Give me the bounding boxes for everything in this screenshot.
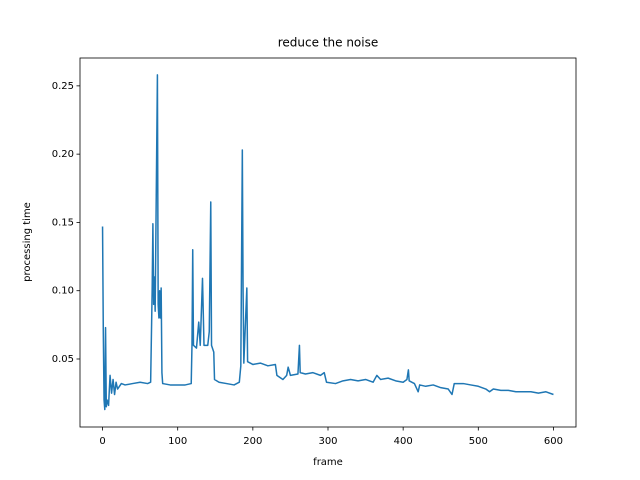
- plot-frame: [79, 57, 577, 428]
- x-axis-label: frame: [313, 457, 343, 468]
- x-tick-label: 200: [243, 436, 262, 447]
- y-tick-label: 0.10: [52, 286, 74, 297]
- y-axis-label: processing time: [22, 202, 33, 282]
- x-tick-label: 100: [168, 436, 187, 447]
- x-tick-label: 600: [544, 436, 563, 447]
- x-tick-label: 400: [394, 436, 413, 447]
- x-tick-label: 500: [469, 436, 488, 447]
- y-tick-label: 0.15: [52, 217, 74, 228]
- x-tick-label: 0: [99, 436, 105, 447]
- x-tick-label: 300: [318, 436, 337, 447]
- chart-title: reduce the noise: [278, 36, 379, 50]
- y-tick-label: 0.20: [52, 149, 74, 160]
- y-tick-label: 0.25: [52, 81, 74, 92]
- data-line: [101, 74, 554, 411]
- y-tick-label: 0.05: [52, 354, 74, 365]
